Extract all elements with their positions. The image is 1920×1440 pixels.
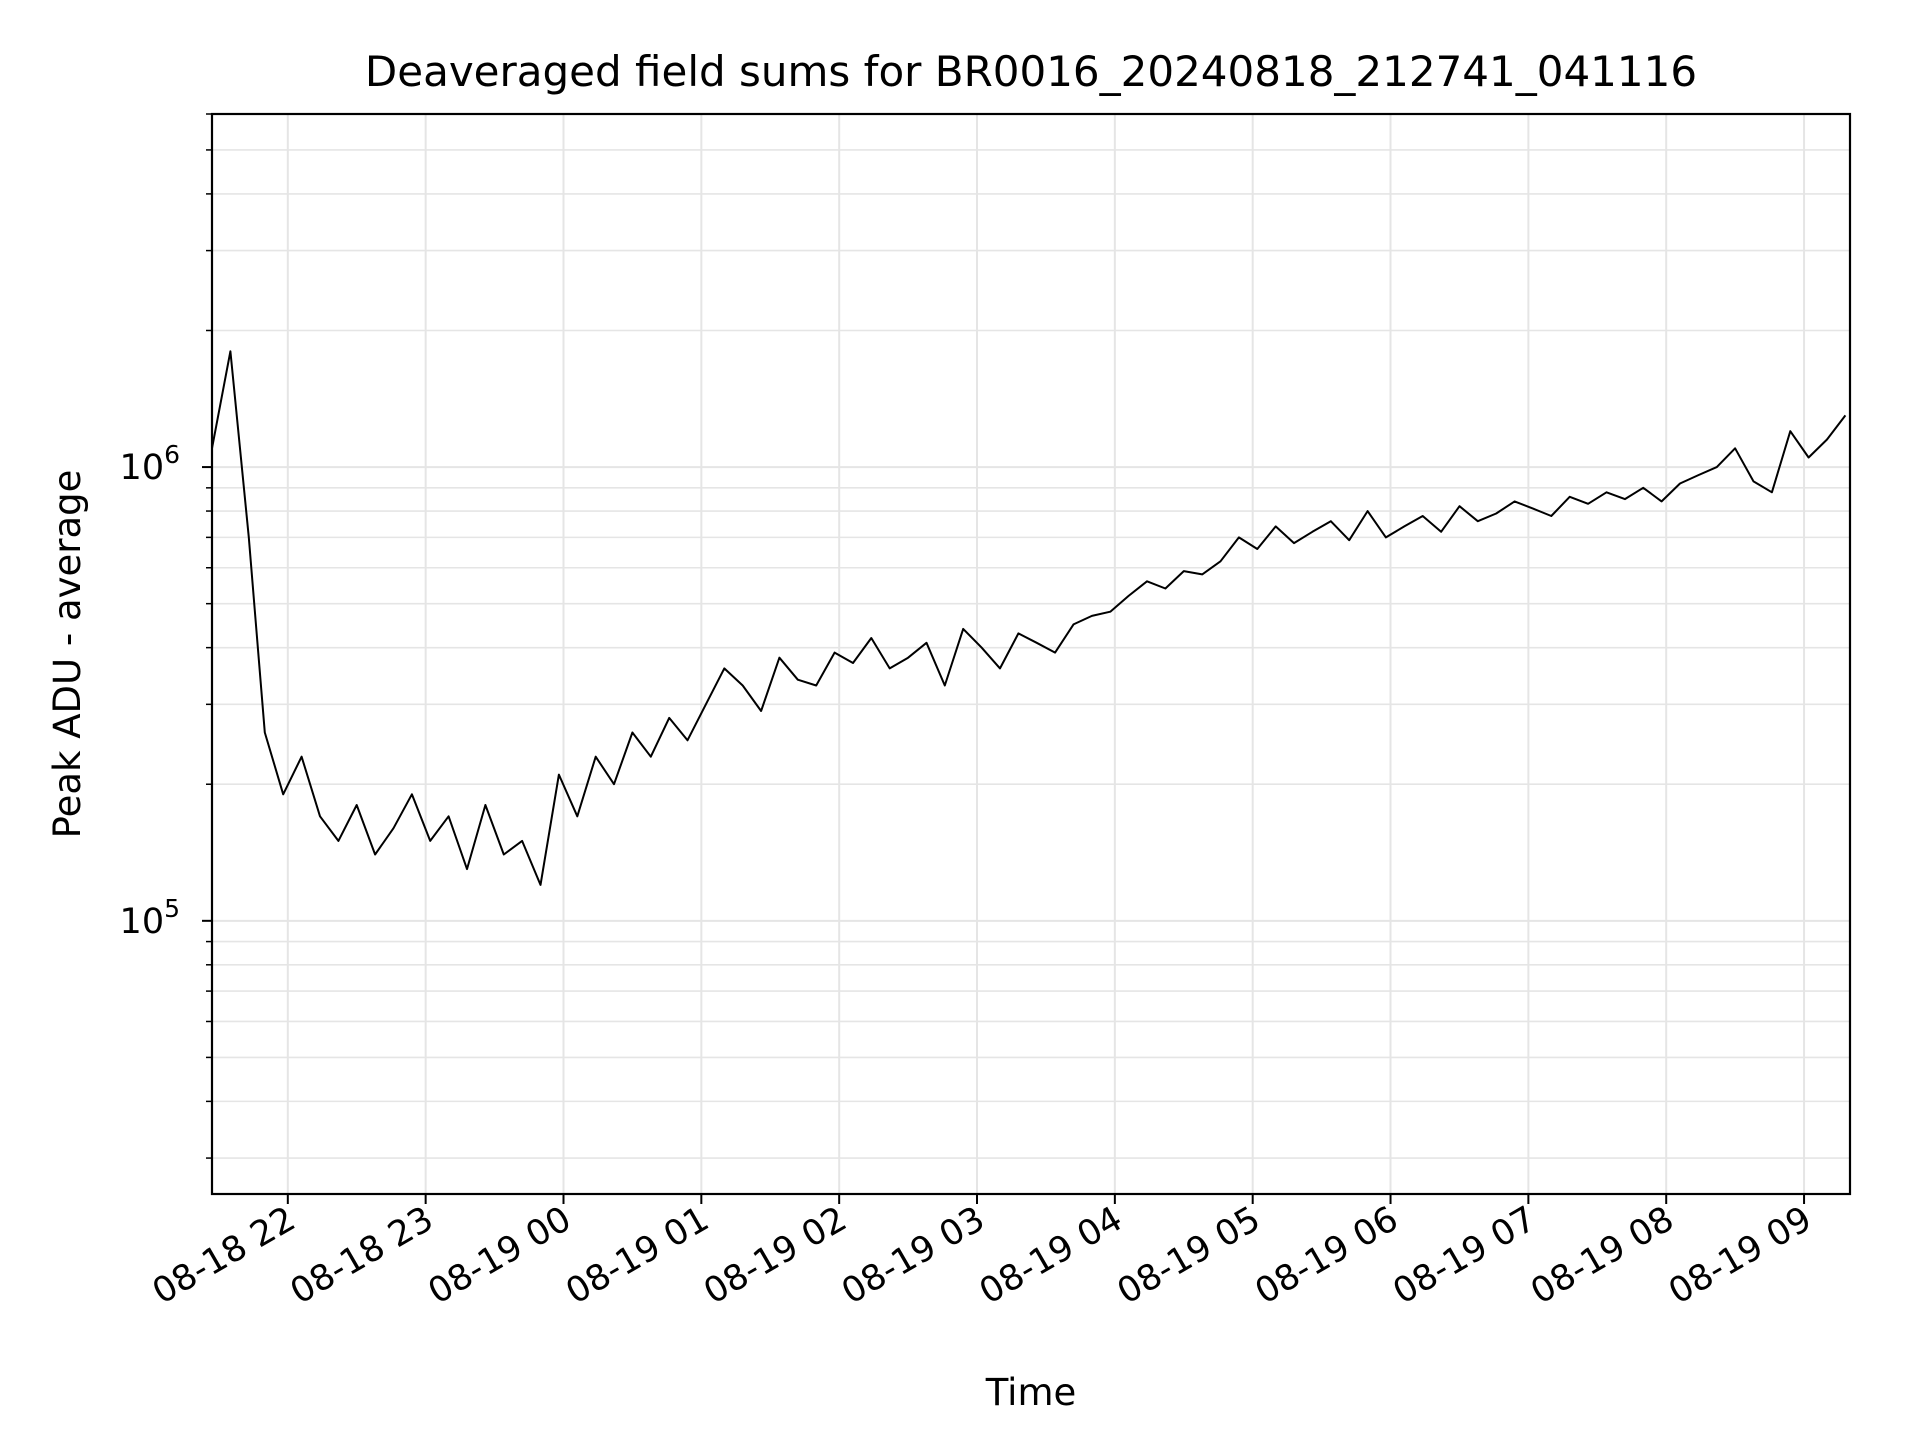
chart-title: Deaveraged field sums for BR0016_2024081… <box>365 47 1697 96</box>
data-layer <box>211 350 1847 886</box>
plot-frame <box>210 112 1852 1196</box>
series-line <box>211 350 1847 886</box>
y-tick-label: 105 <box>120 894 180 942</box>
y-tick-labels: 105 106 <box>120 440 180 942</box>
ticks-layer <box>202 113 1806 1204</box>
x-axis-label: Time <box>985 1371 1077 1414</box>
y-tick-label: 106 <box>120 440 180 488</box>
y-axis-label: Peak ADU - average <box>46 470 89 839</box>
